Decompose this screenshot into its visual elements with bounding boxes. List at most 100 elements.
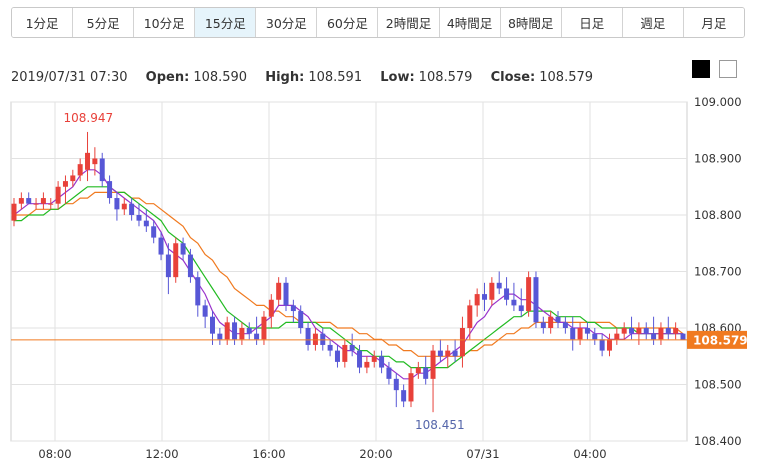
candle-body (158, 237, 164, 255)
high-annotation: 108.947 (64, 111, 114, 125)
tab-timeframe[interactable]: 15分足 (195, 8, 257, 37)
candle-body (562, 322, 568, 328)
candle-body (11, 203, 17, 221)
candle-body (55, 186, 61, 204)
candle-body (40, 198, 46, 204)
candle-body (504, 288, 510, 300)
candle-body (327, 344, 333, 351)
tab-timeframe[interactable]: 2時間足 (378, 8, 440, 37)
ma-mid-line (14, 186, 683, 369)
candle-body (312, 333, 318, 345)
timeframe-tabs: 1分足 5分足 10分足 15分足 30分足 60分足 2時間足 4時間足 8時間足 日足 週足 月足 (11, 7, 745, 38)
candle-body (298, 311, 304, 328)
tab-timeframe[interactable]: 5分足 (73, 8, 135, 37)
x-tick-label: 20:00 (359, 447, 392, 461)
candle-body (48, 203, 54, 205)
candle-body (18, 198, 24, 204)
candle-body (62, 181, 68, 187)
candle-body (651, 333, 657, 340)
current-price-tag (687, 330, 747, 349)
candle-body (232, 322, 238, 340)
candle-body (430, 350, 436, 379)
candle-body (114, 198, 120, 210)
candle-body (217, 333, 223, 340)
candle-body (136, 215, 142, 221)
current-price-label: 108.579 (693, 333, 748, 347)
candle-body (320, 333, 326, 345)
candle-body (496, 282, 502, 289)
candle-body (121, 203, 127, 210)
x-tick-label: 08:00 (38, 447, 71, 461)
candle-body (423, 367, 429, 379)
tab-timeframe[interactable]: 1分足 (12, 8, 74, 37)
dark-theme-button[interactable] (692, 60, 710, 78)
candle-body (107, 181, 113, 199)
candle-body (445, 350, 451, 357)
candle-body (209, 316, 215, 334)
candle-body (195, 277, 201, 306)
candle-body (584, 328, 590, 334)
tab-timeframe[interactable]: 日足 (561, 8, 623, 37)
candle-body (393, 378, 399, 391)
candle-body (489, 282, 495, 300)
close-value: 108.579 (539, 70, 594, 85)
candle-body (357, 350, 363, 368)
candle-body (577, 328, 583, 340)
low-label: Low: (380, 70, 415, 85)
low-annotation: 108.451 (415, 418, 465, 432)
candle-body (614, 333, 620, 340)
low-value: 108.579 (418, 70, 473, 85)
candle-body (99, 158, 105, 182)
candle-body (408, 373, 414, 402)
x-tick-label: 04:00 (573, 447, 606, 461)
candle-body (268, 299, 274, 317)
candle-body (555, 316, 561, 323)
candle-body (334, 350, 340, 362)
candle-body (401, 390, 407, 402)
y-tick-label: 108.400 (694, 434, 742, 448)
candle-body (658, 328, 664, 340)
candle-body (459, 328, 465, 357)
ma-short-line (13, 169, 683, 380)
close-label: Close: (490, 70, 536, 85)
candle-body (599, 339, 605, 351)
candle-body (26, 198, 32, 204)
candle-body (570, 328, 576, 340)
candle-body (202, 305, 208, 317)
candle-body (621, 328, 627, 334)
tab-timeframe[interactable]: 30分足 (256, 8, 318, 37)
y-tick-label: 108.900 (694, 152, 742, 166)
candle-body (151, 226, 157, 238)
candle-body (165, 254, 171, 278)
candle-body (511, 299, 517, 306)
candle-body (173, 243, 179, 278)
candle-body (85, 152, 91, 170)
candle-body (70, 175, 76, 182)
candle-body (224, 322, 230, 340)
ohlc-info: 2019/07/31 07:30 Open: 108.590 High: 108.5… (11, 70, 593, 85)
candle-body (643, 328, 649, 334)
y-tick-label: 109.000 (694, 95, 742, 109)
candle-body (290, 305, 296, 312)
tab-timeframe[interactable]: 60分足 (317, 8, 379, 37)
y-tick-label: 108.800 (694, 208, 742, 222)
candle-body (452, 350, 458, 357)
candle-body (636, 328, 642, 334)
tab-timeframe[interactable]: 4時間足 (439, 8, 501, 37)
candle-body (467, 305, 473, 328)
datetime-label: 2019/07/31 07:30 (11, 70, 128, 85)
candle-body (533, 277, 539, 323)
light-theme-button[interactable] (719, 60, 737, 78)
candle-body (474, 294, 480, 306)
tab-timeframe[interactable]: 10分足 (134, 8, 196, 37)
candle-body (548, 316, 554, 328)
tab-timeframe[interactable]: 月足 (683, 8, 744, 37)
candle-body (673, 328, 679, 334)
x-tick-label: 16:00 (252, 447, 285, 461)
candle-body (540, 322, 546, 328)
y-tick-label: 108.500 (694, 378, 742, 392)
candle-body (143, 220, 149, 227)
tab-timeframe[interactable]: 8時間足 (500, 8, 562, 37)
candle-body (92, 158, 98, 165)
tab-timeframe[interactable]: 週足 (622, 8, 684, 37)
